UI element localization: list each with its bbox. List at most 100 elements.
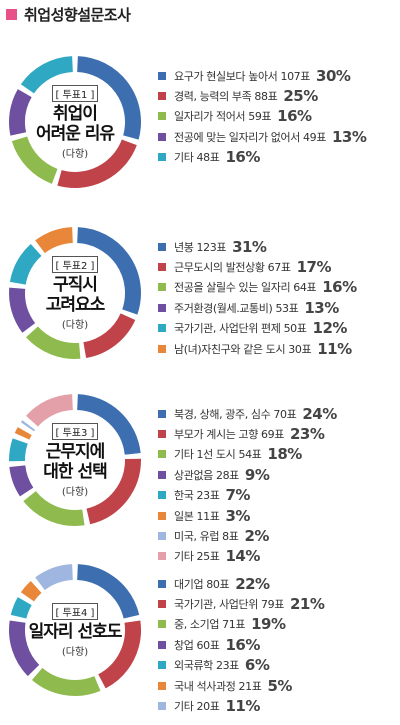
poll-title: 대한 선택 [43, 461, 107, 482]
legend-percent: 7% [225, 486, 250, 504]
legend-item: 경력, 능력의 부족 88표 25% [158, 87, 318, 105]
legend-item: 상관없음 28표 9% [158, 466, 270, 484]
legend-item: 창업 60표 16% [158, 636, 260, 654]
legend-label: 년봉 123표 [174, 241, 227, 254]
legend-label: 상관없음 28표 [174, 469, 239, 482]
legend-swatch [158, 153, 166, 161]
donut-chart [9, 227, 141, 359]
donut-slice-1 [76, 394, 141, 456]
legend-item: 주거환경(월세.교통비) 53표 13% [158, 299, 339, 317]
donut-chart [9, 56, 141, 188]
legend-label: 국가기관, 사업단위 편제 50표 [174, 322, 307, 335]
legend-label: 근무도시의 발전상황 67표 [174, 261, 291, 274]
legend-swatch [158, 491, 166, 499]
donut-slice-6 [20, 581, 42, 602]
legend-label: 창업 60표 [174, 639, 220, 652]
legend-percent: 24% [302, 405, 337, 423]
legend-percent: 21% [289, 595, 325, 613]
poll-title: 구직시 [53, 274, 98, 295]
poll-subtitle: (다항) [61, 486, 89, 498]
legend-swatch [158, 283, 166, 291]
page-header: 취업성향설문조사 [6, 3, 131, 25]
legend-percent: 31% [232, 238, 267, 256]
legend-swatch [158, 304, 166, 312]
donut-slice-3 [26, 326, 81, 359]
legend-label: 기타 20표 [174, 700, 220, 713]
poll-panel-2: [ 투표2 ] 구직시 고려요소 (다항) 년봉 123표 31% 근무도시의 발전상황 6… [0, 218, 400, 388]
legend-swatch [158, 133, 166, 141]
poll-number: [ 투표1 ] [51, 84, 99, 102]
legend-swatch [158, 243, 166, 251]
legend-item: 중, 소기업 71표 19% [158, 615, 286, 633]
legend-item: 남(녀)자친구와 같은 도시 30표 11% [158, 340, 352, 358]
poll-title: 취업이 [53, 103, 98, 124]
legend-percent: 23% [289, 425, 325, 443]
header-accent-square [6, 8, 17, 20]
legend-item: 전공을 살릴수 있는 일자리 64표 16% [158, 278, 357, 296]
legend-percent: 16% [277, 107, 312, 125]
legend-percent: 19% [251, 615, 286, 633]
page-title: 취업성향설문조사 [24, 5, 131, 24]
poll-title: 일자리 선호도 [28, 621, 123, 642]
poll-panel-4: [ 투표4 ] 일자리 선호도 (다항) 대기업 80표 22% 국가기관, 사업단위 7… [0, 555, 400, 725]
legend-label: 요구가 현실보다 높아서 107표 [174, 70, 311, 83]
legend-percent: 16% [322, 278, 357, 296]
legend-percent: 18% [267, 445, 302, 463]
donut-slice-7 [20, 420, 36, 432]
legend-swatch [158, 552, 166, 560]
legend-swatch [158, 112, 166, 120]
donut-slice-8 [26, 394, 74, 427]
legend-percent: 14% [225, 547, 260, 565]
legend-swatch [158, 471, 166, 479]
legend-item: 년봉 123표 31% [158, 238, 267, 256]
legend-label: 부모가 계시는 고향 69표 [174, 428, 284, 441]
legend-item: 북경, 상해, 광주, 심수 70표 24% [158, 405, 337, 423]
legend-swatch [158, 702, 166, 710]
legend-swatch [158, 72, 166, 80]
legend-item: 기타 25표 14% [158, 547, 260, 565]
legend-label: 기타 1선 도시 54표 [174, 448, 262, 461]
donut-slice-2 [83, 313, 136, 359]
poll-subtitle: (다항) [61, 646, 89, 658]
donut-slice-4 [9, 89, 32, 136]
donut-slice-2 [57, 139, 137, 188]
legend-swatch [158, 641, 166, 649]
legend-item: 대기업 80표 22% [158, 575, 270, 593]
legend-swatch [158, 512, 166, 520]
legend-percent: 13% [331, 128, 367, 146]
legend-percent: 11% [317, 340, 352, 358]
donut-center-label: [ 투표1 ] 취업이 어려운 리유 (다항) [33, 80, 117, 164]
legend-item: 국가기관, 사업단위 79표 21% [158, 595, 325, 613]
poll-title: 어려운 리유 [35, 123, 115, 144]
legend-swatch [158, 682, 166, 690]
legend-label: 북경, 상해, 광주, 심수 70표 [174, 408, 297, 421]
legend-item: 근무도시의 발전상황 67표 17% [158, 258, 332, 276]
legend-item: 국가기관, 사업단위 편제 50표 12% [158, 319, 347, 337]
legend-percent: 9% [244, 466, 270, 484]
donut-slice-5 [20, 56, 74, 94]
donut-slice-1 [76, 56, 141, 140]
donut-center-label: [ 투표2 ] 구직시 고려요소 (다항) [33, 251, 117, 335]
donut-slice-1 [76, 227, 141, 315]
legend-label: 기타 48표 [174, 151, 220, 164]
legend-percent: 22% [235, 575, 270, 593]
legend-item: 부모가 계시는 고향 69표 23% [158, 425, 325, 443]
legend-label: 남(녀)자친구와 같은 도시 30표 [174, 343, 312, 356]
poll-number: [ 투표3 ] [51, 422, 99, 440]
legend-percent: 3% [225, 507, 250, 525]
legend-percent: 5% [267, 677, 292, 695]
poll-panel-1: [ 투표1 ] 취업이 어려운 리유 (다항) 요구가 현실보다 높아서 107표 30%… [0, 47, 400, 217]
donut-slice-3 [23, 490, 85, 526]
legend-label: 한국 23표 [174, 489, 220, 502]
legend-percent: 12% [312, 319, 348, 337]
legend-swatch [158, 410, 166, 418]
legend-swatch [158, 620, 166, 628]
legend-item: 일자리가 적어서 59표 16% [158, 107, 312, 125]
legend-label: 기타 25표 [174, 550, 220, 563]
donut-center-label: [ 투표3 ] 근무지에 대한 선택 (다항) [33, 418, 117, 502]
legend-label: 전공을 살릴수 있는 일자리 64표 [174, 281, 317, 294]
legend-label: 주거환경(월세.교통비) 53표 [174, 302, 299, 315]
legend-percent: 11% [225, 697, 260, 715]
legend-label: 국내 석사과정 21표 [174, 680, 262, 693]
legend-item: 한국 23표 7% [158, 486, 250, 504]
